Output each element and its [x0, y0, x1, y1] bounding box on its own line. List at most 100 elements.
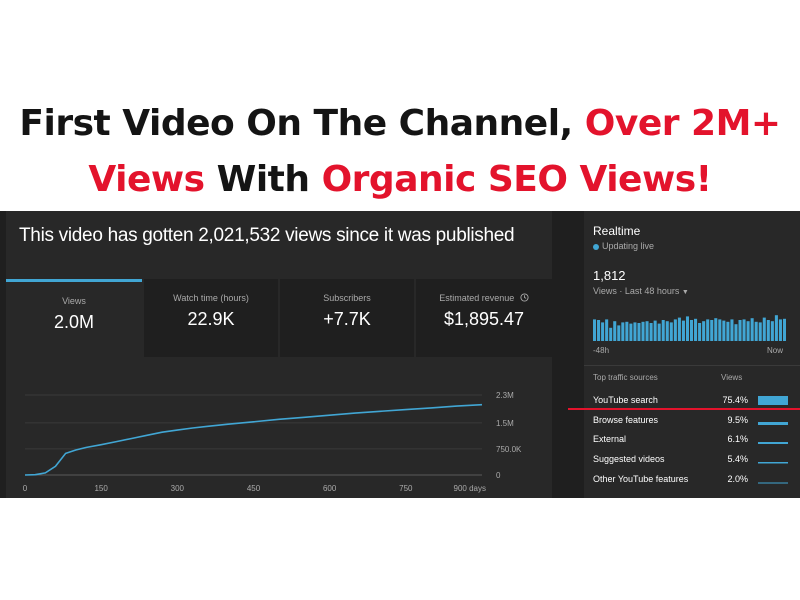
realtime-bar — [613, 321, 617, 341]
realtime-bar — [661, 320, 665, 341]
realtime-bar — [673, 319, 677, 341]
y-tick-label: 2.3M — [496, 391, 514, 400]
analytics-screenshot: This video has gotten 2,021,532 views si… — [0, 211, 800, 498]
traffic-source-row[interactable]: Suggested videos 5.4% — [584, 450, 800, 468]
realtime-bar — [758, 322, 762, 341]
realtime-bar — [714, 318, 718, 341]
realtime-bar — [605, 319, 609, 341]
headline-text: First Video On The Channel, — [19, 103, 573, 144]
card-label: Views — [62, 296, 86, 306]
realtime-bar — [718, 319, 722, 341]
source-sparkline — [758, 442, 788, 444]
card-value: 2.0M — [53, 312, 95, 332]
realtime-bar — [762, 317, 766, 341]
y-tick-label: 750.0K — [496, 445, 522, 454]
source-sparkline — [758, 482, 788, 484]
realtime-bar — [681, 320, 685, 341]
realtime-bar — [742, 319, 746, 341]
card-value: $1,895.47 — [443, 309, 525, 329]
realtime-bar — [637, 323, 641, 341]
realtime-bar — [770, 321, 774, 341]
realtime-bar — [669, 322, 673, 341]
card-label: Watch time (hours) — [173, 293, 249, 303]
x-tick-label: 0 — [23, 484, 28, 493]
sources-column-header: Views — [721, 373, 743, 382]
headline-highlight: Over 2M+ — [584, 103, 781, 144]
highlight-underline — [568, 408, 800, 410]
source-name: Suggested videos — [593, 454, 665, 464]
realtime-bar — [593, 319, 597, 341]
headline: First Video On The Channel, Over 2M+ Vie… — [0, 96, 800, 208]
realtime-bar — [738, 320, 742, 341]
realtime-bar — [641, 321, 645, 341]
realtime-bar — [694, 318, 698, 341]
realtime-view-count: 1,812 — [593, 268, 626, 283]
realtime-bar — [726, 321, 730, 341]
y-tick-label: 0 — [496, 471, 501, 480]
realtime-bar — [657, 323, 661, 341]
realtime-bar — [621, 322, 625, 341]
caret-down-icon: ▼ — [681, 289, 689, 296]
video-views-summary: This video has gotten 2,021,532 views si… — [19, 225, 515, 246]
subscribers-card[interactable]: Subscribers +7.7K — [280, 279, 414, 357]
x-tick-label: 900 days — [454, 484, 486, 493]
traffic-source-row[interactable]: External 6.1% — [584, 430, 800, 448]
realtime-bar — [653, 320, 657, 341]
realtime-bar — [778, 319, 782, 341]
realtime-bar — [649, 323, 653, 341]
realtime-bar — [722, 320, 726, 341]
x-tick-label: 450 — [247, 484, 261, 493]
source-percent: 2.0% — [727, 474, 748, 484]
watch-time-card[interactable]: Watch time (hours) 22.9K — [144, 279, 278, 357]
axis-end-label: Now — [767, 346, 784, 355]
x-tick-label: 750 — [399, 484, 413, 493]
card-label: Estimated revenue — [416, 293, 552, 304]
realtime-bar — [702, 321, 706, 341]
clock-icon — [520, 293, 529, 304]
realtime-bar — [617, 325, 621, 341]
card-label-text: Estimated revenue — [439, 293, 515, 303]
realtime-bar — [645, 321, 649, 341]
traffic-source-row[interactable]: Other YouTube features 2.0% — [584, 470, 800, 488]
x-tick-label: 300 — [171, 484, 185, 493]
x-tick-label: 600 — [323, 484, 337, 493]
realtime-bar — [677, 317, 681, 341]
headline-line-2: Views With Organic SEO Views! — [0, 152, 800, 208]
realtime-bar — [601, 322, 605, 341]
source-percent: 6.1% — [727, 434, 748, 444]
realtime-bar — [665, 321, 669, 341]
realtime-status-text: Updating live — [602, 241, 655, 251]
y-tick-label: 1.5M — [496, 419, 514, 428]
headline-text: With — [216, 159, 310, 200]
realtime-bar — [625, 321, 629, 341]
traffic-source-row[interactable]: Browse features 9.5% — [584, 411, 800, 429]
headline-line-1: First Video On The Channel, Over 2M+ — [0, 96, 800, 152]
realtime-bar — [766, 320, 770, 341]
realtime-bar — [710, 320, 714, 341]
source-name: YouTube search — [593, 395, 658, 405]
cumulative-views-chart: 0 750.0K 1.5M 2.3M 0 150 300 450 600 750 900 days — [23, 391, 522, 493]
realtime-range-selector[interactable]: Views · Last 48 hours ▼ — [593, 286, 689, 296]
realtime-bar — [754, 321, 758, 341]
source-percent: 9.5% — [727, 415, 748, 425]
realtime-bar — [782, 318, 786, 341]
card-value: 22.9K — [187, 309, 235, 329]
source-sparkline — [758, 422, 788, 425]
source-percent: 75.4% — [722, 395, 748, 405]
range-label: Views · Last 48 hours — [593, 286, 680, 296]
source-name: Browse features — [593, 415, 659, 425]
axis-start-label: -48h — [593, 346, 610, 355]
views-card[interactable]: Views 2.0M — [6, 279, 142, 357]
realtime-bar — [734, 324, 738, 341]
x-tick-label: 150 — [94, 484, 108, 493]
realtime-bar — [685, 316, 689, 341]
source-name: External — [593, 434, 627, 444]
revenue-card[interactable]: Estimated revenue $1,895.47 — [416, 279, 552, 357]
traffic-source-row[interactable]: YouTube search 75.4% — [584, 391, 800, 409]
realtime-bar — [774, 315, 778, 341]
realtime-status: Updating live — [593, 241, 654, 251]
source-sparkline — [758, 396, 788, 405]
source-sparkline — [758, 462, 788, 464]
realtime-bar — [706, 319, 710, 341]
realtime-bar-chart — [593, 315, 786, 341]
